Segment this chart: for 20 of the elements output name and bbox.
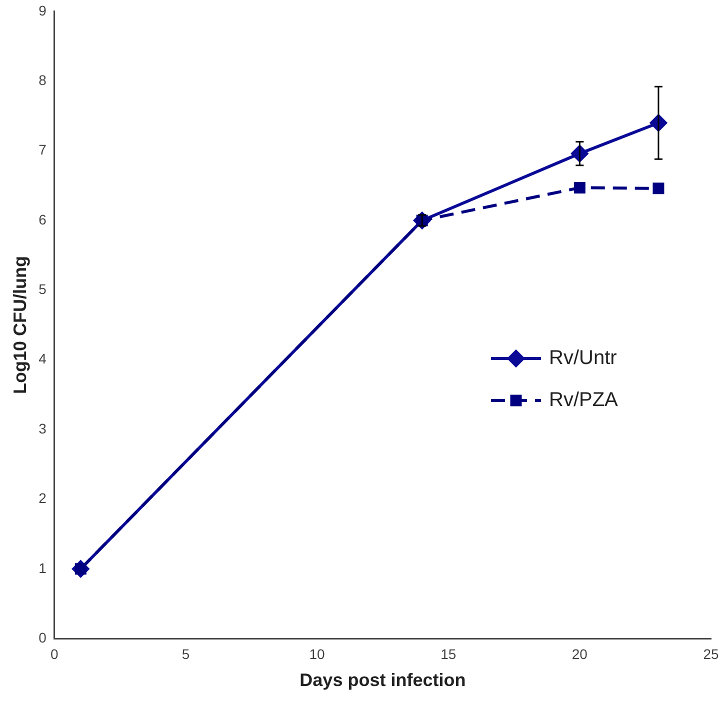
y-tick-label: 8 [38, 72, 47, 88]
legend-label: Rv/Untr [549, 347, 618, 370]
x-tick-label: 10 [309, 646, 326, 662]
y-tick-label: 9 [38, 2, 47, 18]
y-axis-title: Log10 CFU/lung [10, 256, 30, 394]
y-tick-label: 4 [38, 350, 47, 367]
y-tick-label: 5 [38, 281, 47, 298]
legend-label: Rv/PZA [549, 389, 619, 412]
x-tick-label: 5 [182, 646, 190, 662]
y-tick-label: 1 [38, 560, 47, 576]
y-tick-label: 2 [38, 490, 47, 506]
x-tick-label: 25 [703, 646, 719, 662]
y-tick-label: 7 [38, 142, 47, 158]
x-axis-title: Days post infection [300, 670, 466, 690]
x-tick-label: 15 [440, 646, 456, 662]
x-tick-label: 20 [572, 646, 588, 662]
y-tick-label: 3 [38, 420, 47, 436]
x-tick-label: 0 [50, 646, 58, 662]
y-tick-label: 0 [38, 629, 47, 646]
y-tick-label: 6 [38, 211, 47, 228]
